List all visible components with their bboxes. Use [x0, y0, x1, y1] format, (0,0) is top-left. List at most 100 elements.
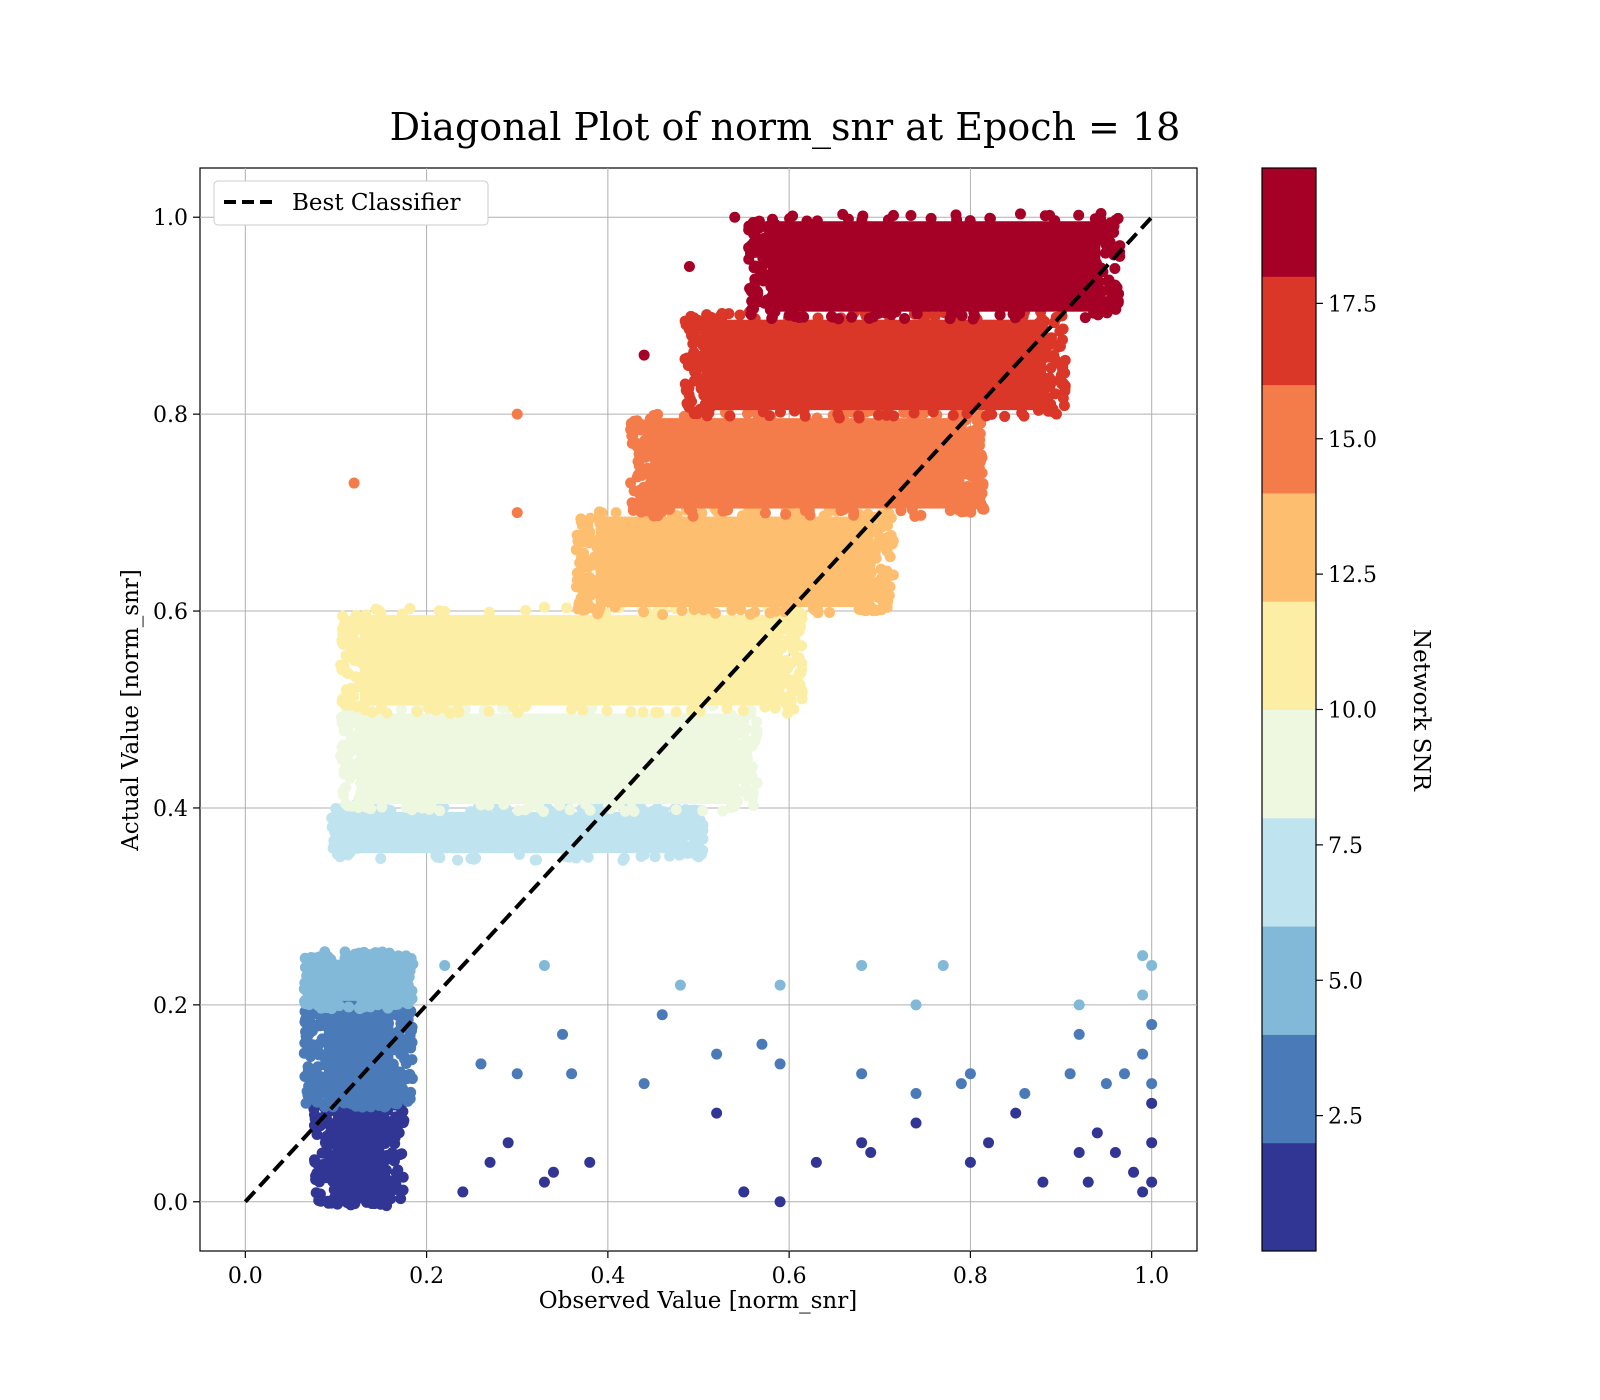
scatter-point — [899, 312, 911, 324]
scatter-point — [774, 1196, 786, 1208]
scatter-point — [885, 531, 897, 543]
scatter-point — [632, 455, 644, 467]
scatter-point — [561, 602, 573, 614]
scatter-point — [676, 837, 688, 849]
scatter-point — [757, 252, 769, 264]
scatter-point — [344, 1193, 356, 1205]
scatter-point — [737, 727, 749, 739]
scatter-point — [468, 853, 480, 865]
scatter-point — [729, 211, 741, 223]
scatter-point — [645, 504, 657, 516]
scatter-point — [372, 1148, 384, 1160]
scatter-point — [352, 839, 364, 851]
band-core — [351, 811, 684, 854]
scatter-point — [319, 1158, 331, 1170]
scatter-point — [1097, 285, 1109, 297]
scatter-point — [905, 209, 917, 221]
scatter-point — [594, 544, 606, 556]
scatter-point — [319, 946, 331, 958]
scatter-point — [717, 505, 729, 517]
scatter-point — [672, 845, 684, 857]
scatter-point — [360, 724, 372, 736]
scatter-point — [638, 1078, 650, 1090]
scatter-point — [406, 1054, 418, 1066]
scatter-point — [613, 798, 625, 810]
scatter-point — [749, 274, 761, 286]
scatter-point — [375, 1195, 387, 1207]
scatter-point — [756, 1038, 768, 1050]
scatter-point — [483, 606, 495, 618]
scatter-point — [1057, 392, 1069, 404]
scatter-point — [758, 272, 770, 284]
scatter-point — [947, 409, 959, 421]
scatter-point — [856, 1068, 868, 1080]
scatter-point — [887, 209, 899, 221]
scatter-point — [683, 383, 695, 395]
scatter-point — [703, 602, 715, 614]
scatter-point — [694, 706, 706, 718]
scatter-point — [348, 477, 360, 489]
scatter-point — [884, 581, 896, 593]
scatter-point — [749, 606, 761, 618]
x-tick-label: 0.4 — [590, 1264, 625, 1289]
colorbar-tick-label: 15.0 — [1328, 428, 1377, 453]
scatter-point — [453, 706, 465, 718]
scatter-point — [866, 551, 878, 563]
scatter-point — [595, 564, 607, 576]
scatter-point — [585, 582, 597, 594]
scatter-point — [796, 693, 808, 705]
scatter-point — [811, 412, 823, 424]
band-core — [650, 418, 965, 509]
y-tick-label: 0.2 — [153, 994, 188, 1019]
scatter-point — [1146, 959, 1158, 971]
scatter-point — [306, 1040, 318, 1052]
scatter-point — [873, 534, 885, 546]
scatter-point — [423, 803, 435, 815]
scatter-point — [484, 1156, 496, 1168]
scatter-point — [323, 1095, 335, 1107]
y-tick-label: 0.4 — [153, 797, 188, 822]
scatter-point — [1073, 999, 1085, 1011]
scatter-point — [638, 606, 650, 618]
scatter-point — [871, 604, 883, 616]
scatter-point — [315, 1075, 327, 1087]
scatter-point — [717, 805, 729, 817]
scatter-point — [749, 224, 761, 236]
scatter-point — [747, 786, 759, 798]
scatter-point — [637, 706, 649, 718]
scatter-point — [958, 455, 970, 467]
scatter-point — [984, 405, 996, 417]
scatter-point — [301, 1031, 313, 1043]
scatter-point — [686, 327, 698, 339]
scatter-point — [1146, 1078, 1158, 1090]
colorbar-tick-label: 7.5 — [1328, 834, 1363, 859]
scatter-point — [564, 804, 576, 816]
scatter-point — [738, 1186, 750, 1198]
scatter-point — [977, 480, 989, 492]
scatter-point — [393, 1118, 405, 1130]
scatter-point — [910, 999, 922, 1011]
scatter-point — [782, 662, 794, 674]
scatter-point — [910, 1117, 922, 1129]
scatter-point — [927, 406, 939, 418]
scatter-point — [759, 701, 771, 713]
scatter-point — [313, 1194, 325, 1206]
legend-box — [213, 180, 489, 226]
scatter-point — [1146, 1176, 1158, 1188]
band-core — [595, 516, 874, 608]
scatter-point — [646, 475, 658, 487]
scatter-band-0 — [308, 1094, 410, 1212]
scatter-point — [566, 703, 578, 715]
colorbar-tick-label: 10.0 — [1328, 699, 1377, 724]
scatter-point — [656, 1009, 668, 1021]
scatter-point — [638, 349, 650, 361]
scatter-point — [331, 839, 343, 851]
scatter-point — [325, 1122, 337, 1134]
scatter-point — [631, 440, 643, 452]
scatter-point — [801, 215, 813, 227]
scatter-point — [787, 508, 799, 520]
scatter-point — [697, 819, 709, 831]
scatter-point — [811, 215, 823, 227]
scatter-point — [867, 311, 879, 323]
